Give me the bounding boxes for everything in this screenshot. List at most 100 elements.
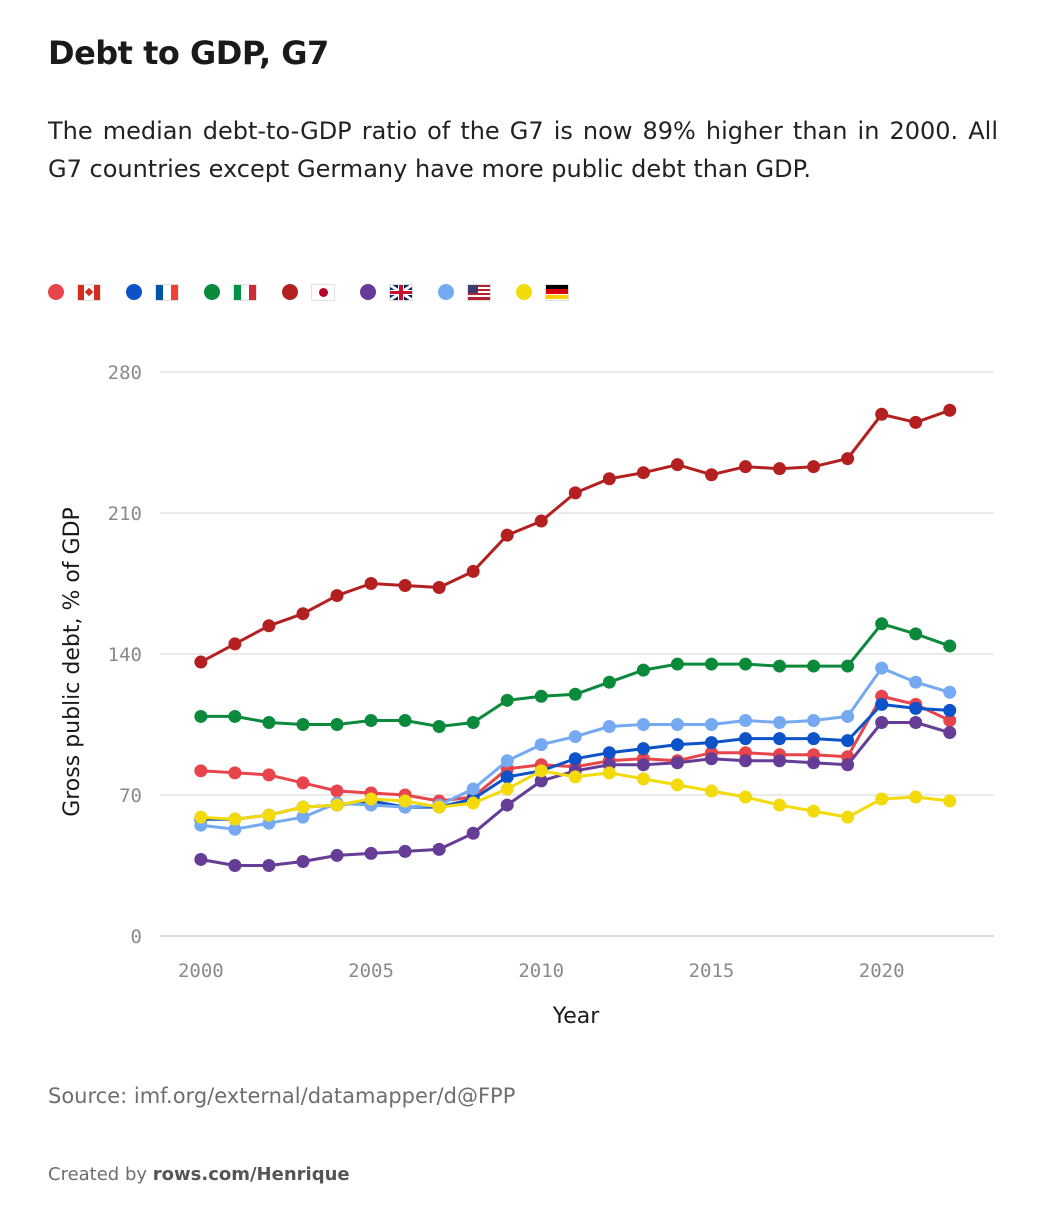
data-point-gb-2017 — [773, 754, 787, 768]
data-point-it-2005 — [364, 713, 378, 727]
legend-item-jp[interactable] — [282, 284, 334, 300]
data-point-fr-2014 — [670, 738, 684, 752]
y-tick-label: 0 — [131, 926, 142, 948]
data-point-it-2006 — [398, 713, 412, 727]
legend-dot — [360, 284, 376, 300]
legend-item-us[interactable] — [438, 284, 490, 300]
data-point-de-2015 — [704, 784, 718, 798]
data-point-it-2022 — [943, 639, 957, 653]
x-tick-label: 2015 — [689, 960, 735, 982]
data-point-it-2000 — [194, 709, 208, 723]
data-point-jp-2009 — [500, 528, 514, 542]
series-gb — [194, 715, 957, 872]
data-point-it-2014 — [670, 657, 684, 671]
data-point-it-2001 — [228, 709, 242, 723]
data-point-it-2004 — [330, 718, 344, 731]
data-point-de-2002 — [262, 808, 276, 822]
legend — [48, 280, 594, 304]
data-point-gb-2015 — [704, 752, 718, 766]
data-point-jp-2020 — [875, 407, 889, 421]
data-point-us-2020 — [875, 661, 889, 675]
legend-item-gb[interactable] — [360, 284, 412, 300]
data-point-ca-2001 — [228, 766, 242, 780]
data-point-de-2018 — [807, 804, 821, 818]
data-point-de-2022 — [943, 794, 957, 808]
data-point-us-2003 — [296, 810, 310, 824]
data-point-jp-2014 — [670, 458, 684, 472]
data-point-gb-2001 — [228, 859, 242, 872]
data-point-gb-2021 — [909, 715, 923, 729]
data-point-us-2022 — [943, 685, 957, 699]
data-point-us-2013 — [636, 718, 650, 731]
data-point-jp-2005 — [364, 577, 378, 590]
data-point-de-2021 — [909, 790, 923, 804]
data-point-it-2019 — [841, 659, 855, 673]
line-chart: 0 70 140 210 280 2000 2005 2010 2015 2020 Year Gros… — [60, 362, 994, 1029]
x-tick-label: 2000 — [178, 960, 224, 982]
data-point-fr-2017 — [773, 732, 787, 746]
y-axis-label: Gross public debt, % of GDP — [60, 507, 85, 817]
data-point-de-2010 — [534, 764, 548, 778]
data-point-fr-2013 — [636, 742, 650, 756]
flag-fr-icon — [156, 284, 178, 300]
data-point-it-2020 — [875, 617, 889, 631]
legend-dot — [282, 284, 298, 300]
legend-item-ca[interactable] — [48, 284, 100, 300]
data-point-it-2008 — [466, 715, 480, 729]
data-point-it-2007 — [432, 720, 446, 734]
data-point-gb-2019 — [841, 758, 855, 772]
data-point-ca-2004 — [330, 784, 344, 798]
data-point-jp-2004 — [330, 589, 344, 603]
legend-dot — [438, 284, 454, 300]
data-point-jp-2007 — [432, 581, 446, 595]
legend-item-it[interactable] — [204, 284, 256, 300]
data-point-jp-2018 — [807, 460, 821, 474]
legend-item-de[interactable] — [516, 284, 568, 300]
y-tick-label: 280 — [108, 362, 142, 384]
data-point-jp-2011 — [568, 486, 582, 500]
credit-prefix: Created by — [48, 1164, 153, 1185]
data-point-gb-2016 — [739, 754, 753, 768]
data-point-de-2013 — [636, 772, 650, 786]
data-point-fr-2015 — [704, 736, 718, 750]
data-point-jp-2015 — [704, 468, 718, 482]
data-point-it-2018 — [807, 659, 821, 673]
data-point-gb-2009 — [500, 798, 514, 812]
data-point-de-2016 — [739, 790, 753, 804]
data-point-it-2002 — [262, 715, 276, 729]
data-point-it-2003 — [296, 718, 310, 731]
flag-gb-icon — [390, 284, 412, 300]
flag-de-icon — [546, 284, 568, 300]
series-de — [194, 764, 957, 826]
data-point-ca-2000 — [194, 764, 208, 778]
y-tick-label: 140 — [108, 644, 142, 666]
data-point-gb-2007 — [432, 842, 446, 856]
data-point-de-2000 — [194, 810, 208, 824]
data-point-de-2001 — [228, 812, 242, 826]
data-point-us-2011 — [568, 730, 582, 744]
data-point-de-2020 — [875, 792, 889, 806]
series-ca — [194, 689, 957, 808]
series-line-ca — [200, 694, 951, 803]
data-point-us-2014 — [670, 718, 684, 731]
y-tick-label: 210 — [108, 503, 142, 525]
data-point-it-2009 — [500, 693, 514, 707]
source-note: Source: imf.org/external/datamapper/d@FP… — [48, 1084, 516, 1108]
legend-dot — [204, 284, 220, 300]
data-point-fr-2016 — [739, 732, 753, 746]
credit-link[interactable]: rows.com/Henrique — [152, 1164, 350, 1185]
data-point-de-2017 — [773, 798, 787, 812]
data-point-fr-2009 — [500, 770, 514, 784]
data-point-gb-2005 — [364, 846, 378, 860]
data-point-de-2003 — [296, 800, 310, 814]
legend-dot — [126, 284, 142, 300]
legend-item-fr[interactable] — [126, 284, 178, 300]
data-point-gb-2008 — [466, 826, 480, 840]
data-point-fr-2012 — [602, 746, 616, 760]
data-point-it-2017 — [773, 659, 787, 673]
data-point-us-2012 — [602, 720, 616, 734]
data-point-de-2007 — [432, 800, 446, 814]
data-point-jp-2021 — [909, 415, 923, 429]
flag-jp-icon — [312, 284, 334, 300]
data-point-jp-2000 — [194, 655, 208, 669]
